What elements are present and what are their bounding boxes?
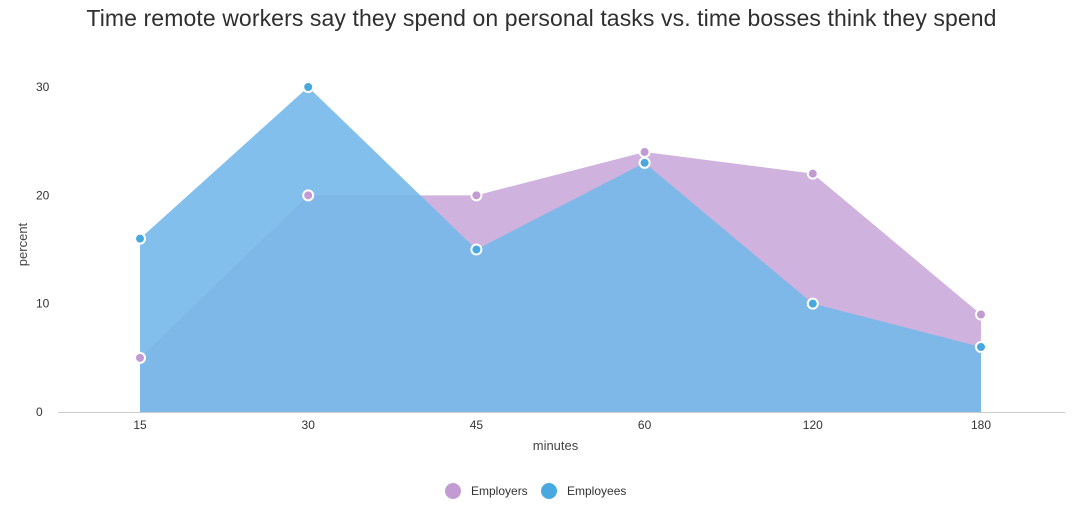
y-tick-label: 0 [36, 405, 43, 419]
y-tick-label: 30 [36, 80, 50, 94]
data-point-employers-180[interactable] [975, 308, 987, 321]
data-point-employees-15[interactable] [134, 232, 146, 245]
x-axis-label: minutes [533, 438, 579, 453]
area-layer [140, 87, 981, 412]
marker-layer [134, 81, 987, 364]
y-tick-label: 20 [36, 188, 50, 202]
x-tick-label: 60 [638, 418, 652, 432]
legend-swatch-employers[interactable] [445, 483, 461, 499]
data-point-employees-45[interactable] [470, 243, 483, 256]
data-point-employers-120[interactable] [806, 167, 819, 180]
data-point-employers-60[interactable] [638, 146, 651, 158]
x-tick-label: 180 [971, 418, 991, 432]
data-point-employers-15[interactable] [134, 351, 146, 364]
x-axis-ticks: 15 30 45 60 120 180 [133, 418, 991, 432]
y-axis-ticks: 0 10 20 30 [36, 80, 50, 419]
x-tick-label: 30 [302, 418, 316, 432]
x-tick-label: 120 [803, 418, 823, 432]
y-tick-label: 10 [36, 297, 50, 311]
data-point-employees-120[interactable] [806, 297, 819, 310]
chart-title: Time remote workers say they spend on pe… [86, 5, 997, 31]
legend-label-employers[interactable]: Employers [471, 484, 528, 498]
data-point-employers-30[interactable] [302, 189, 315, 202]
x-tick-label: 45 [470, 418, 484, 432]
data-point-employees-60[interactable] [638, 156, 651, 169]
data-point-employees-30[interactable] [302, 81, 315, 93]
area-employees [140, 87, 981, 412]
legend-label-employees[interactable]: Employees [567, 484, 626, 498]
data-point-employees-180[interactable] [975, 341, 987, 353]
x-tick-label: 15 [133, 418, 147, 432]
data-point-employers-45[interactable] [470, 189, 483, 202]
legend: Employers Employees [445, 483, 626, 499]
y-axis-label: percent [15, 222, 30, 266]
legend-swatch-employees[interactable] [541, 483, 557, 499]
